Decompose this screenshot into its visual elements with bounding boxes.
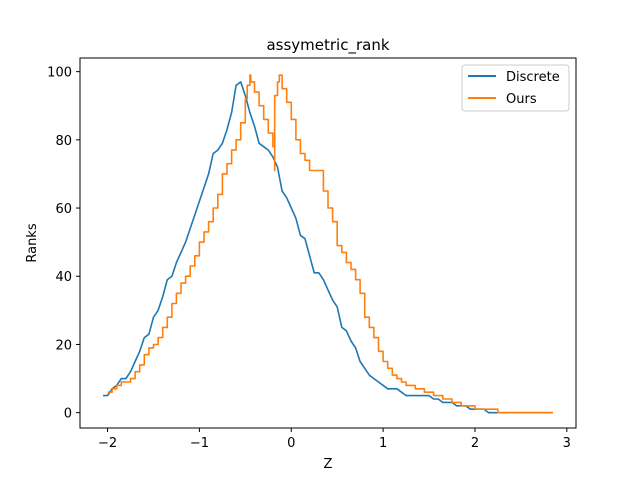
- legend-label-ours: Ours: [506, 92, 537, 107]
- x-tick-label: 0: [287, 436, 295, 451]
- y-axis-label: Ranks: [25, 223, 40, 262]
- y-tick-label: 80: [55, 134, 72, 149]
- chart-title: assymetric_rank: [266, 36, 389, 55]
- plot-frame: [79, 57, 577, 429]
- x-axis-label: Z: [324, 457, 333, 472]
- y-tick-label: 20: [55, 338, 72, 353]
- plot-lines: [103, 74, 553, 414]
- x-tick-label: 3: [563, 436, 571, 451]
- legend: Discrete Ours: [461, 64, 570, 112]
- y-tick-label: 100: [47, 66, 72, 81]
- series-line-ours: [107, 74, 553, 414]
- y-tick-label: 0: [64, 407, 72, 422]
- x-tick-label: −1: [190, 436, 209, 451]
- x-tick-label: 2: [471, 436, 479, 451]
- x-tick-label: −2: [98, 436, 117, 451]
- legend-label-discrete: Discrete: [506, 70, 560, 85]
- series-line-discrete: [103, 81, 553, 414]
- y-tick-label: 60: [55, 202, 72, 217]
- y-tick-label: 40: [55, 270, 72, 285]
- x-tick-label: 1: [379, 436, 387, 451]
- y-axis: 0 20 40 60 80 100: [47, 66, 80, 422]
- x-axis: −2 −1 0 1 2 3: [98, 428, 571, 451]
